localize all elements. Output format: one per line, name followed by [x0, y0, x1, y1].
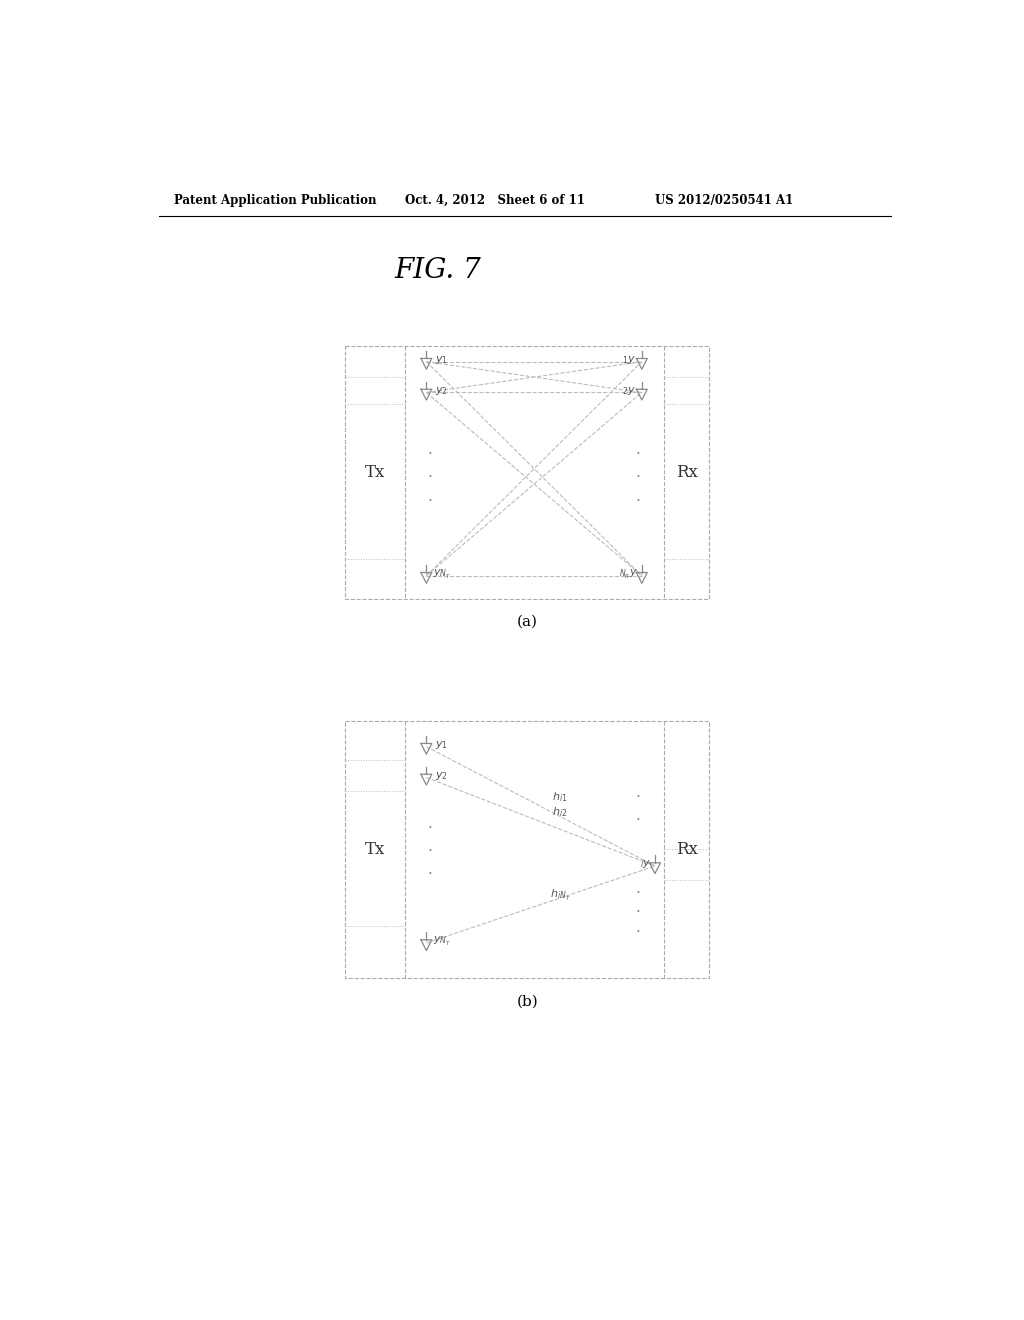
Text: ·: · [636, 886, 640, 902]
Text: Patent Application Publication: Patent Application Publication [174, 194, 377, 207]
Text: $_{N_R}y$: $_{N_R}y$ [620, 568, 638, 581]
Text: ·: · [428, 447, 433, 462]
Text: $y_{N_T}$: $y_{N_T}$ [432, 935, 451, 948]
Text: $h_{iN_T}$: $h_{iN_T}$ [550, 888, 570, 903]
Text: ·: · [636, 494, 640, 508]
Text: ·: · [428, 843, 433, 859]
Text: ·: · [428, 821, 433, 836]
Text: $_1y$: $_1y$ [622, 354, 636, 366]
Text: Tx: Tx [365, 463, 385, 480]
Text: ·: · [636, 789, 640, 805]
Text: ·: · [636, 906, 640, 920]
Text: ·: · [428, 867, 433, 882]
Text: ·: · [636, 925, 640, 940]
Text: ·: · [428, 494, 433, 508]
Text: $y_1$: $y_1$ [435, 354, 447, 366]
Text: Tx: Tx [365, 841, 385, 858]
Text: $h_{i2}$: $h_{i2}$ [552, 805, 567, 820]
Bar [345, 346, 710, 599]
Text: Rx: Rx [676, 841, 697, 858]
Text: $y_{N_T}$: $y_{N_T}$ [432, 568, 451, 581]
Text: Oct. 4, 2012   Sheet 6 of 11: Oct. 4, 2012 Sheet 6 of 11 [406, 194, 586, 207]
Text: $_iy$: $_iy$ [640, 858, 651, 870]
Text: ·: · [636, 813, 640, 828]
Text: FIG. 7: FIG. 7 [394, 256, 481, 284]
Text: Rx: Rx [676, 463, 697, 480]
Bar [345, 721, 710, 978]
Text: $h_{i1}$: $h_{i1}$ [552, 791, 567, 804]
Text: US 2012/0250541 A1: US 2012/0250541 A1 [655, 194, 794, 207]
Text: $_2y$: $_2y$ [622, 385, 636, 397]
Text: ·: · [636, 470, 640, 486]
Text: (a): (a) [517, 615, 538, 628]
Text: ·: · [428, 470, 433, 486]
Text: $y_1$: $y_1$ [435, 739, 447, 751]
Text: $y_2$: $y_2$ [435, 385, 447, 397]
Text: $y_2$: $y_2$ [435, 770, 447, 781]
Text: ·: · [636, 447, 640, 462]
Text: (b): (b) [516, 994, 538, 1008]
